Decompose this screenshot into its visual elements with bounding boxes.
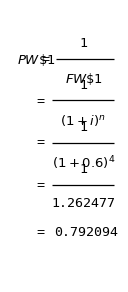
Text: $(1 + 0.6)^{4}$: $(1 + 0.6)^{4}$ [52,155,115,172]
Text: 0.792094: 0.792094 [54,226,118,239]
Text: 1: 1 [79,79,87,92]
Text: 1.262477: 1.262477 [51,197,115,210]
Text: =: = [42,53,50,66]
Text: =: = [37,95,45,108]
Text: =: = [37,226,45,239]
Text: =: = [37,136,45,150]
Text: =: = [37,179,45,192]
Text: $\it{PW}$\$1: $\it{PW}$\$1 [17,52,55,68]
Text: 1: 1 [79,121,87,134]
Text: 1: 1 [79,37,87,50]
Text: 1: 1 [79,163,87,176]
Text: $(1 + \it{i})^{n}$: $(1 + \it{i})^{n}$ [60,113,106,128]
Text: $\it{FW}$\$1: $\it{FW}$\$1 [65,71,102,87]
